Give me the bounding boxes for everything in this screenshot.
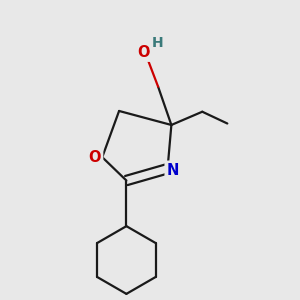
Text: O: O <box>137 45 150 60</box>
Text: H: H <box>152 35 163 50</box>
Text: N: N <box>167 163 179 178</box>
Text: O: O <box>88 150 101 165</box>
